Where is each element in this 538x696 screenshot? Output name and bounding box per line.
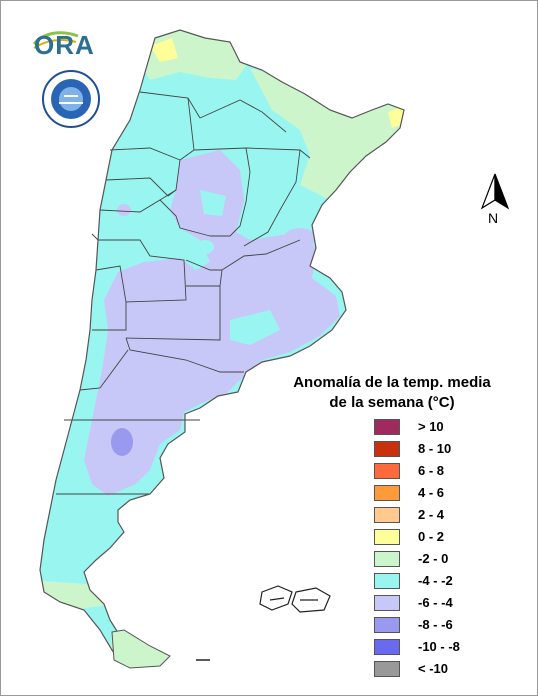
legend-label: -8 - -6 <box>418 617 453 632</box>
legend-item: -8 - -6 <box>374 614 504 636</box>
legend-swatch <box>374 661 400 677</box>
legend-item: 0 - 2 <box>374 526 504 548</box>
province-borders <box>56 91 311 495</box>
legend-swatch <box>374 463 400 479</box>
north-arrow-icon <box>480 173 510 210</box>
tierra-del-fuego <box>111 629 171 669</box>
ora-logo-text: ORA <box>34 30 95 60</box>
north-label: N <box>488 210 499 226</box>
north-arrow: N <box>478 172 512 232</box>
legend-item: -4 - -2 <box>374 570 504 592</box>
legend-swatch <box>374 639 400 655</box>
legend-label: 6 - 8 <box>418 463 445 478</box>
legend-label: 0 - 2 <box>418 529 445 544</box>
legend-item: -10 - -8 <box>374 636 504 658</box>
legend-item: -2 - 0 <box>374 548 504 570</box>
zone-lavender-center-north <box>84 150 340 496</box>
legend-label: -4 - -2 <box>418 573 453 588</box>
legend-swatch <box>374 551 400 567</box>
legend-item: 8 - 10 <box>374 438 504 460</box>
ora-logo: ORA <box>32 28 104 60</box>
legend-label: -2 - 0 <box>418 551 449 566</box>
legend-label: 4 - 6 <box>418 485 445 500</box>
legend-swatch <box>374 595 400 611</box>
zone-yellow-northeast <box>388 106 404 128</box>
zone-green-northeast <box>250 68 404 200</box>
legend-swatch <box>374 485 400 501</box>
legend-swatch <box>374 529 400 545</box>
legend-swatch <box>374 507 400 523</box>
legend-swatch <box>374 573 400 589</box>
zone-cyan-inner-1 <box>230 310 280 345</box>
legend-label: -10 - -8 <box>418 639 460 654</box>
zone-cyan-inner-2 <box>200 190 226 216</box>
legend-swatch <box>374 441 400 457</box>
malvinas-islands <box>259 585 331 613</box>
legend-swatch <box>374 617 400 633</box>
zone-blue-spot <box>111 428 133 456</box>
legend-title-line2: de la semana (°C) <box>329 394 455 411</box>
legend-item: 2 - 4 <box>374 504 504 526</box>
legend-item: 4 - 6 <box>374 482 504 504</box>
legend-swatch <box>374 419 400 435</box>
legend-item: -6 - -4 <box>374 592 504 614</box>
legend-item: > 10 <box>374 416 504 438</box>
zone-yellow-north <box>150 38 178 62</box>
legend-item: 6 - 8 <box>374 460 504 482</box>
zone-cyan-inner-3 <box>196 240 214 254</box>
legend-title: Anomalía de la temp. media de la semana … <box>290 373 494 413</box>
legend-label: > 10 <box>418 419 444 434</box>
smn-seal-icon <box>42 70 100 128</box>
legend-label: 8 - 10 <box>418 441 452 456</box>
legend-item: < -10 <box>374 658 504 680</box>
legend-title-line1: Anomalía de la temp. media <box>293 374 491 391</box>
legend-label: < -10 <box>418 661 448 676</box>
zone-cyan-inner-4 <box>117 204 131 216</box>
legend-label: 2 - 4 <box>418 507 445 522</box>
legend-label: -6 - -4 <box>418 595 453 610</box>
